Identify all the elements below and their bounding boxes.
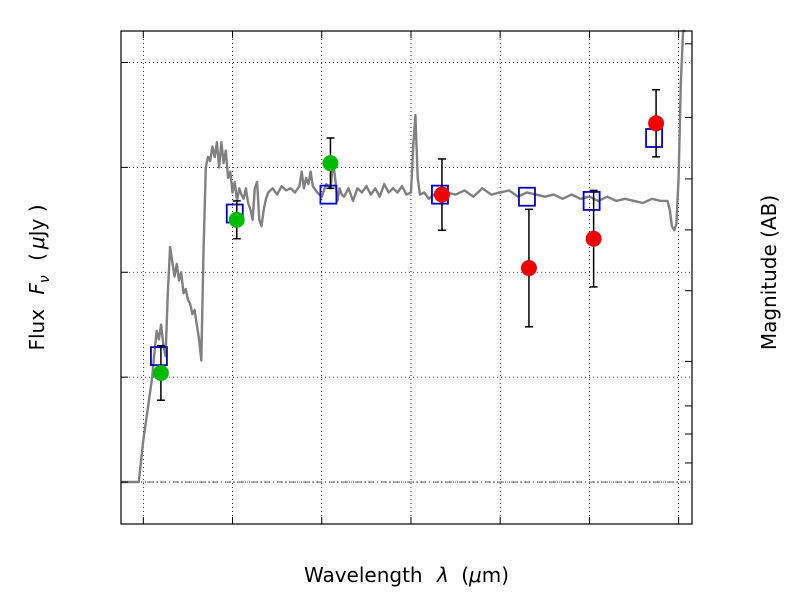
spectrum-layer [121,29,686,484]
observed-green-point [322,155,339,172]
model-photometry-point [645,128,663,148]
observed-red-point [520,260,537,277]
markers-layer [150,88,665,401]
model-spectrum-line [121,29,686,484]
ticks [121,31,692,524]
model-photometry-point [518,186,536,207]
model-photometry-point [582,191,601,211]
model-photometry-point [319,184,338,205]
x-axis-title: Wavelength λ (μm) [304,563,509,587]
observed-red-point [648,115,665,132]
observed-red-point [585,230,602,247]
plot-frame [120,30,693,525]
observed-red-point [433,186,450,203]
observed-green-point [152,364,169,381]
grid [121,31,692,524]
y2-axis-title: Magnitude (AB) [757,195,781,350]
observed-green-point [228,211,245,228]
model-photometry-point [150,346,168,367]
y-axis-title: Flux Fν (μJy ) [25,204,54,350]
